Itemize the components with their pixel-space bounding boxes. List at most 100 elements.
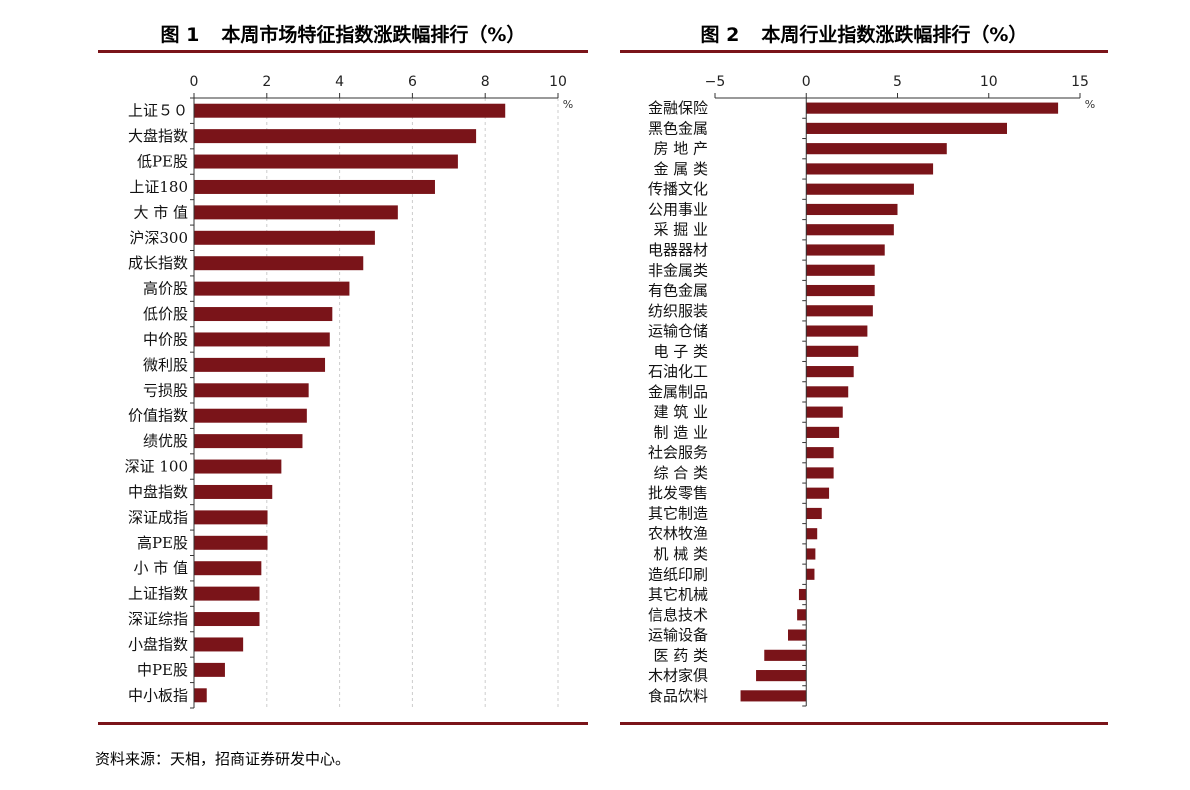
fig1-tick-label: 10 — [549, 74, 567, 90]
fig1-category-label: 小 市 值 — [133, 559, 188, 577]
fig1-category-label: 中PE股 — [137, 661, 188, 679]
fig1-unit-label: % — [563, 98, 573, 111]
fig2-category-label: 机 械 类 — [653, 545, 708, 563]
fig1-bar — [194, 357, 326, 372]
fig2-bar — [806, 325, 868, 337]
fig1-category-label: 深证综指 — [128, 610, 188, 628]
fig1-category-label: 中小板指 — [128, 686, 188, 704]
fig2-bar — [806, 203, 898, 216]
fig1-bar — [194, 129, 477, 144]
fig1-bar — [194, 637, 244, 652]
fig1-bar — [194, 230, 375, 245]
fig2-bar — [806, 447, 834, 459]
fig1-bar — [194, 561, 262, 576]
fig2-bar — [806, 143, 947, 155]
fig1-category-label: 小盘指数 — [128, 635, 188, 653]
fig1-category-label: 高PE股 — [137, 534, 188, 552]
fig2-category-label: 公用事业 — [648, 200, 708, 218]
fig1-bar — [194, 332, 330, 347]
fig2-bar — [788, 629, 807, 641]
fig1-category-label: 大盘指数 — [128, 127, 188, 145]
fig2-category-label: 农林牧渔 — [648, 525, 708, 543]
fig2-category-label: 金属制品 — [648, 383, 708, 401]
fig2-category-label: 其它机械 — [648, 586, 708, 604]
fig1-category-label: 绩优股 — [143, 432, 188, 450]
fig2-bar — [806, 284, 875, 297]
fig1-category-label: 深证 100 — [125, 458, 188, 476]
fig1-bar — [194, 256, 364, 271]
fig2-bar — [764, 649, 807, 661]
fig2-category-label: 综 合 类 — [653, 464, 708, 482]
fig2-bar — [798, 588, 807, 601]
fig2-category-label: 金融保险 — [648, 99, 708, 117]
fig1-category-label: 低PE股 — [137, 153, 188, 171]
figure-2-top-rule — [620, 50, 1108, 53]
fig2-unit-label: % — [1085, 98, 1095, 111]
fig2-category-label: 电 子 类 — [653, 342, 708, 360]
fig1-bar — [194, 307, 333, 322]
figure-2-bottom-rule — [620, 722, 1108, 725]
figure-1-panel: 图 1 本周市场特征指数涨跌幅排行（%） 0 2 4 6 8 10% 上证５０ 大盘指数 低PE股… — [98, 20, 588, 725]
fig2-bar — [806, 487, 830, 499]
fig1-bar — [194, 484, 273, 499]
fig2-category-label: 运输仓储 — [648, 322, 708, 340]
fig2-category-label: 传播文化 — [648, 180, 708, 198]
fig2-category-label: 制 造 业 — [653, 423, 708, 441]
fig1-bar — [194, 434, 303, 449]
fig1-bar — [194, 510, 268, 525]
figure-1-top-rule — [98, 50, 588, 53]
figure-1-bottom-rule — [98, 722, 588, 725]
fig2-category-label: 黑色金属 — [648, 119, 708, 137]
fig2-category-label: 有色金属 — [648, 282, 708, 300]
fig1-tick-label: 4 — [335, 74, 344, 90]
fig2-tick-label: −5 — [705, 74, 726, 90]
fig2-bar — [806, 122, 1007, 134]
fig2-category-label: 食品饮料 — [648, 687, 708, 705]
fig1-bar — [194, 154, 458, 169]
fig1-category-label: 上证180 — [129, 178, 188, 196]
fig2-category-label: 运输设备 — [648, 626, 708, 644]
fig2-bar — [806, 366, 854, 378]
fig1-category-label: 亏损股 — [143, 381, 188, 399]
fig1-category-label: 中价股 — [143, 330, 188, 348]
fig2-bar — [806, 467, 834, 479]
fig2-bar — [806, 224, 894, 236]
fig2-category-label: 金 属 类 — [653, 160, 708, 178]
fig2-bar — [740, 690, 807, 702]
fig2-bar — [797, 609, 807, 621]
fig2-category-label: 房 地 产 — [653, 140, 708, 158]
fig1-tick-label: 2 — [262, 74, 271, 90]
figure-2-title: 图 2 本周行业指数涨跌幅排行（%） — [620, 20, 1108, 50]
fig1-bar — [194, 688, 207, 703]
figure-1-title-text: 本周市场特征指数涨跌幅排行（%） — [221, 24, 526, 46]
fig1-tick-label: 6 — [408, 74, 417, 90]
fig1-category-label: 价值指数 — [128, 407, 188, 425]
fig1-bar — [194, 179, 435, 194]
fig1-category-label: 微利股 — [143, 356, 188, 374]
fig2-tick-label: 0 — [802, 74, 811, 90]
figure-1-label: 图 1 — [160, 24, 200, 46]
fig1-category-label: 沪深300 — [129, 229, 188, 247]
fig1-category-label: 大 市 值 — [133, 203, 188, 221]
fig2-category-label: 社会服务 — [648, 444, 708, 462]
fig2-category-label: 木材家俱 — [648, 667, 708, 685]
fig2-category-label: 电器器材 — [648, 241, 708, 259]
fig2-category-label: 信息技术 — [648, 606, 708, 624]
fig2-tick-label: 10 — [980, 74, 998, 90]
fig2-category-label: 医 药 类 — [653, 646, 708, 664]
fig1-category-label: 中盘指数 — [128, 483, 188, 501]
fig2-category-label: 采 掘 业 — [653, 221, 708, 239]
fig1-category-label: 成长指数 — [128, 254, 188, 272]
fig2-bar — [806, 305, 873, 317]
fig2-bar — [806, 548, 816, 560]
figure-2-title-text: 本周行业指数涨跌幅排行（%） — [761, 24, 1028, 46]
fig2-bar — [806, 163, 934, 175]
fig1-bar — [194, 586, 260, 601]
fig2-bar — [806, 264, 875, 276]
fig2-category-label: 其它制造 — [648, 504, 708, 522]
fig2-category-label: 造纸印刷 — [648, 565, 708, 583]
fig1-tick-label: 8 — [481, 74, 490, 90]
fig1-category-label: 低价股 — [143, 305, 188, 323]
